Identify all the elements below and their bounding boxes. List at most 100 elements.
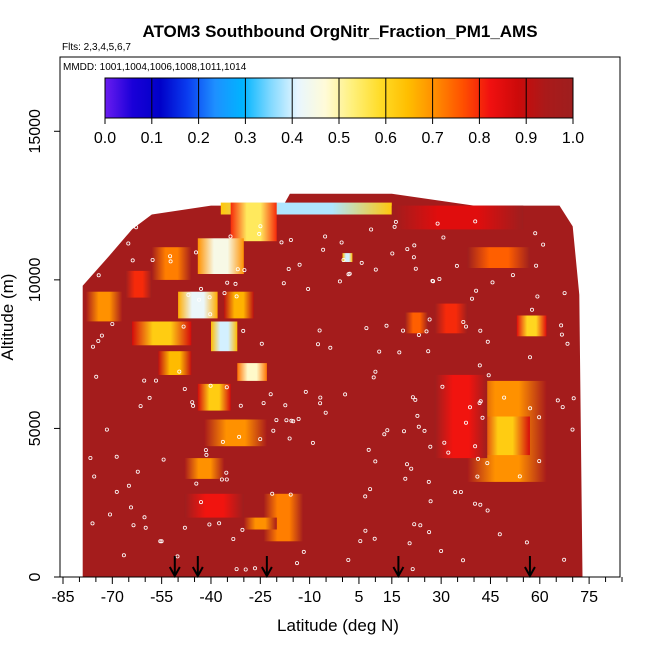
data-speckle bbox=[90, 521, 95, 526]
data-speckle bbox=[252, 566, 257, 571]
data-speckle bbox=[346, 558, 351, 563]
data-speckle bbox=[321, 247, 326, 252]
data-speckle bbox=[377, 349, 382, 354]
data-speckle bbox=[534, 263, 539, 268]
y-tick-label: 5000 bbox=[27, 411, 44, 447]
x-tick-label: -25 bbox=[249, 589, 272, 606]
data-speckle bbox=[410, 395, 415, 400]
colorbar-tick-label: 0.2 bbox=[187, 130, 209, 147]
data-speckle bbox=[412, 243, 417, 248]
data-speckle bbox=[528, 406, 533, 411]
data-speckle bbox=[286, 266, 291, 271]
data-speckle bbox=[238, 403, 243, 408]
data-speckle bbox=[287, 436, 292, 441]
data-speckles bbox=[88, 219, 576, 572]
data-speckle bbox=[363, 494, 368, 499]
data-speckle bbox=[453, 490, 458, 495]
data-speckle bbox=[405, 247, 410, 252]
data-speckle bbox=[126, 483, 131, 488]
data-speckle bbox=[203, 448, 208, 453]
data-speckle bbox=[463, 420, 468, 425]
x-tick-label: -85 bbox=[51, 589, 74, 606]
data-speckle bbox=[562, 291, 567, 296]
x-tick-label: 30 bbox=[432, 589, 450, 606]
data-speckle bbox=[428, 499, 433, 504]
data-speckle bbox=[296, 416, 301, 421]
profile-markers bbox=[168, 556, 536, 579]
data-speckle bbox=[384, 323, 389, 328]
data-speckle bbox=[274, 418, 279, 423]
data-speckle bbox=[301, 549, 306, 554]
colorbar: 0.0 0.1 0.2 0.3 0.4 0.5 0.6 0.7 0.8 0.9 1.0 bbox=[94, 77, 584, 147]
data-speckle bbox=[114, 454, 119, 459]
data-speckle bbox=[472, 501, 477, 506]
y-axis-label: Altitude (m) bbox=[0, 274, 17, 361]
data-speckle bbox=[234, 567, 239, 572]
data-speckle bbox=[510, 273, 515, 278]
data-speckle bbox=[416, 424, 421, 429]
data-cell bbox=[391, 205, 524, 230]
colorbar-tick-label: 0.8 bbox=[468, 130, 490, 147]
y-tick-label: 10000 bbox=[27, 258, 44, 303]
data-speckle bbox=[94, 374, 99, 379]
data-cell bbox=[158, 351, 192, 375]
data-speckle bbox=[537, 415, 542, 420]
x-axis-label: Latitude (deg N) bbox=[277, 616, 399, 635]
data-speckle bbox=[530, 307, 535, 312]
data-cell bbox=[263, 493, 304, 542]
data-speckle bbox=[181, 324, 186, 329]
y-tick-label: 0 bbox=[27, 572, 44, 581]
data-speckle bbox=[88, 455, 93, 460]
data-speckle bbox=[390, 251, 395, 256]
data-cell bbox=[342, 253, 353, 262]
data-speckle bbox=[416, 332, 421, 337]
data-speckle bbox=[442, 440, 447, 445]
data-speckle bbox=[217, 521, 222, 526]
data-speckle bbox=[131, 523, 136, 528]
data-speckle bbox=[177, 369, 182, 374]
data-speckle bbox=[478, 328, 483, 333]
data-speckle bbox=[373, 267, 378, 272]
data-cell bbox=[434, 303, 468, 334]
data-speckle bbox=[480, 415, 485, 420]
data-speckle bbox=[397, 350, 402, 355]
colorbar-ticks: 0.0 0.1 0.2 0.3 0.4 0.5 0.6 0.7 0.8 0.9 1.0 bbox=[94, 78, 584, 147]
data-speckle bbox=[497, 532, 502, 537]
data-cell bbox=[197, 238, 244, 274]
data-cell bbox=[467, 247, 530, 268]
data-speckle bbox=[413, 266, 418, 271]
data-speckle bbox=[121, 553, 126, 558]
data-speckle bbox=[204, 452, 209, 457]
data-speckle bbox=[393, 219, 398, 224]
data-speckle bbox=[559, 332, 564, 337]
data-speckle bbox=[240, 527, 245, 532]
data-speckle bbox=[283, 403, 288, 408]
data-cell bbox=[184, 493, 244, 518]
data-speckle bbox=[437, 276, 442, 281]
data-speckle bbox=[431, 279, 436, 284]
plot-area bbox=[82, 193, 583, 579]
data-speckle bbox=[161, 457, 166, 462]
data-speckle bbox=[490, 280, 495, 285]
data-speckle bbox=[288, 492, 293, 497]
data-speckle bbox=[303, 389, 308, 394]
data-speckle bbox=[485, 461, 490, 466]
data-cell bbox=[132, 321, 192, 346]
x-tick-label: -70 bbox=[101, 589, 124, 606]
data-speckle bbox=[175, 554, 180, 559]
data-cell bbox=[86, 291, 123, 322]
data-speckle bbox=[454, 263, 459, 268]
data-speckle bbox=[186, 292, 191, 297]
data-speckle bbox=[555, 398, 560, 403]
flights-label: Flts: 2,3,4,5,6,7 bbox=[62, 42, 131, 53]
data-speckle bbox=[541, 242, 546, 247]
data-speckle bbox=[105, 221, 110, 226]
data-speckle bbox=[339, 240, 344, 245]
colorbar-tick-label: 0.0 bbox=[94, 130, 116, 147]
data-speckle bbox=[294, 561, 299, 566]
data-speckle bbox=[258, 437, 263, 442]
data-cell bbox=[516, 315, 547, 337]
data-speckle bbox=[153, 378, 158, 383]
data-speckle bbox=[410, 567, 415, 572]
data-speckle bbox=[126, 241, 131, 246]
